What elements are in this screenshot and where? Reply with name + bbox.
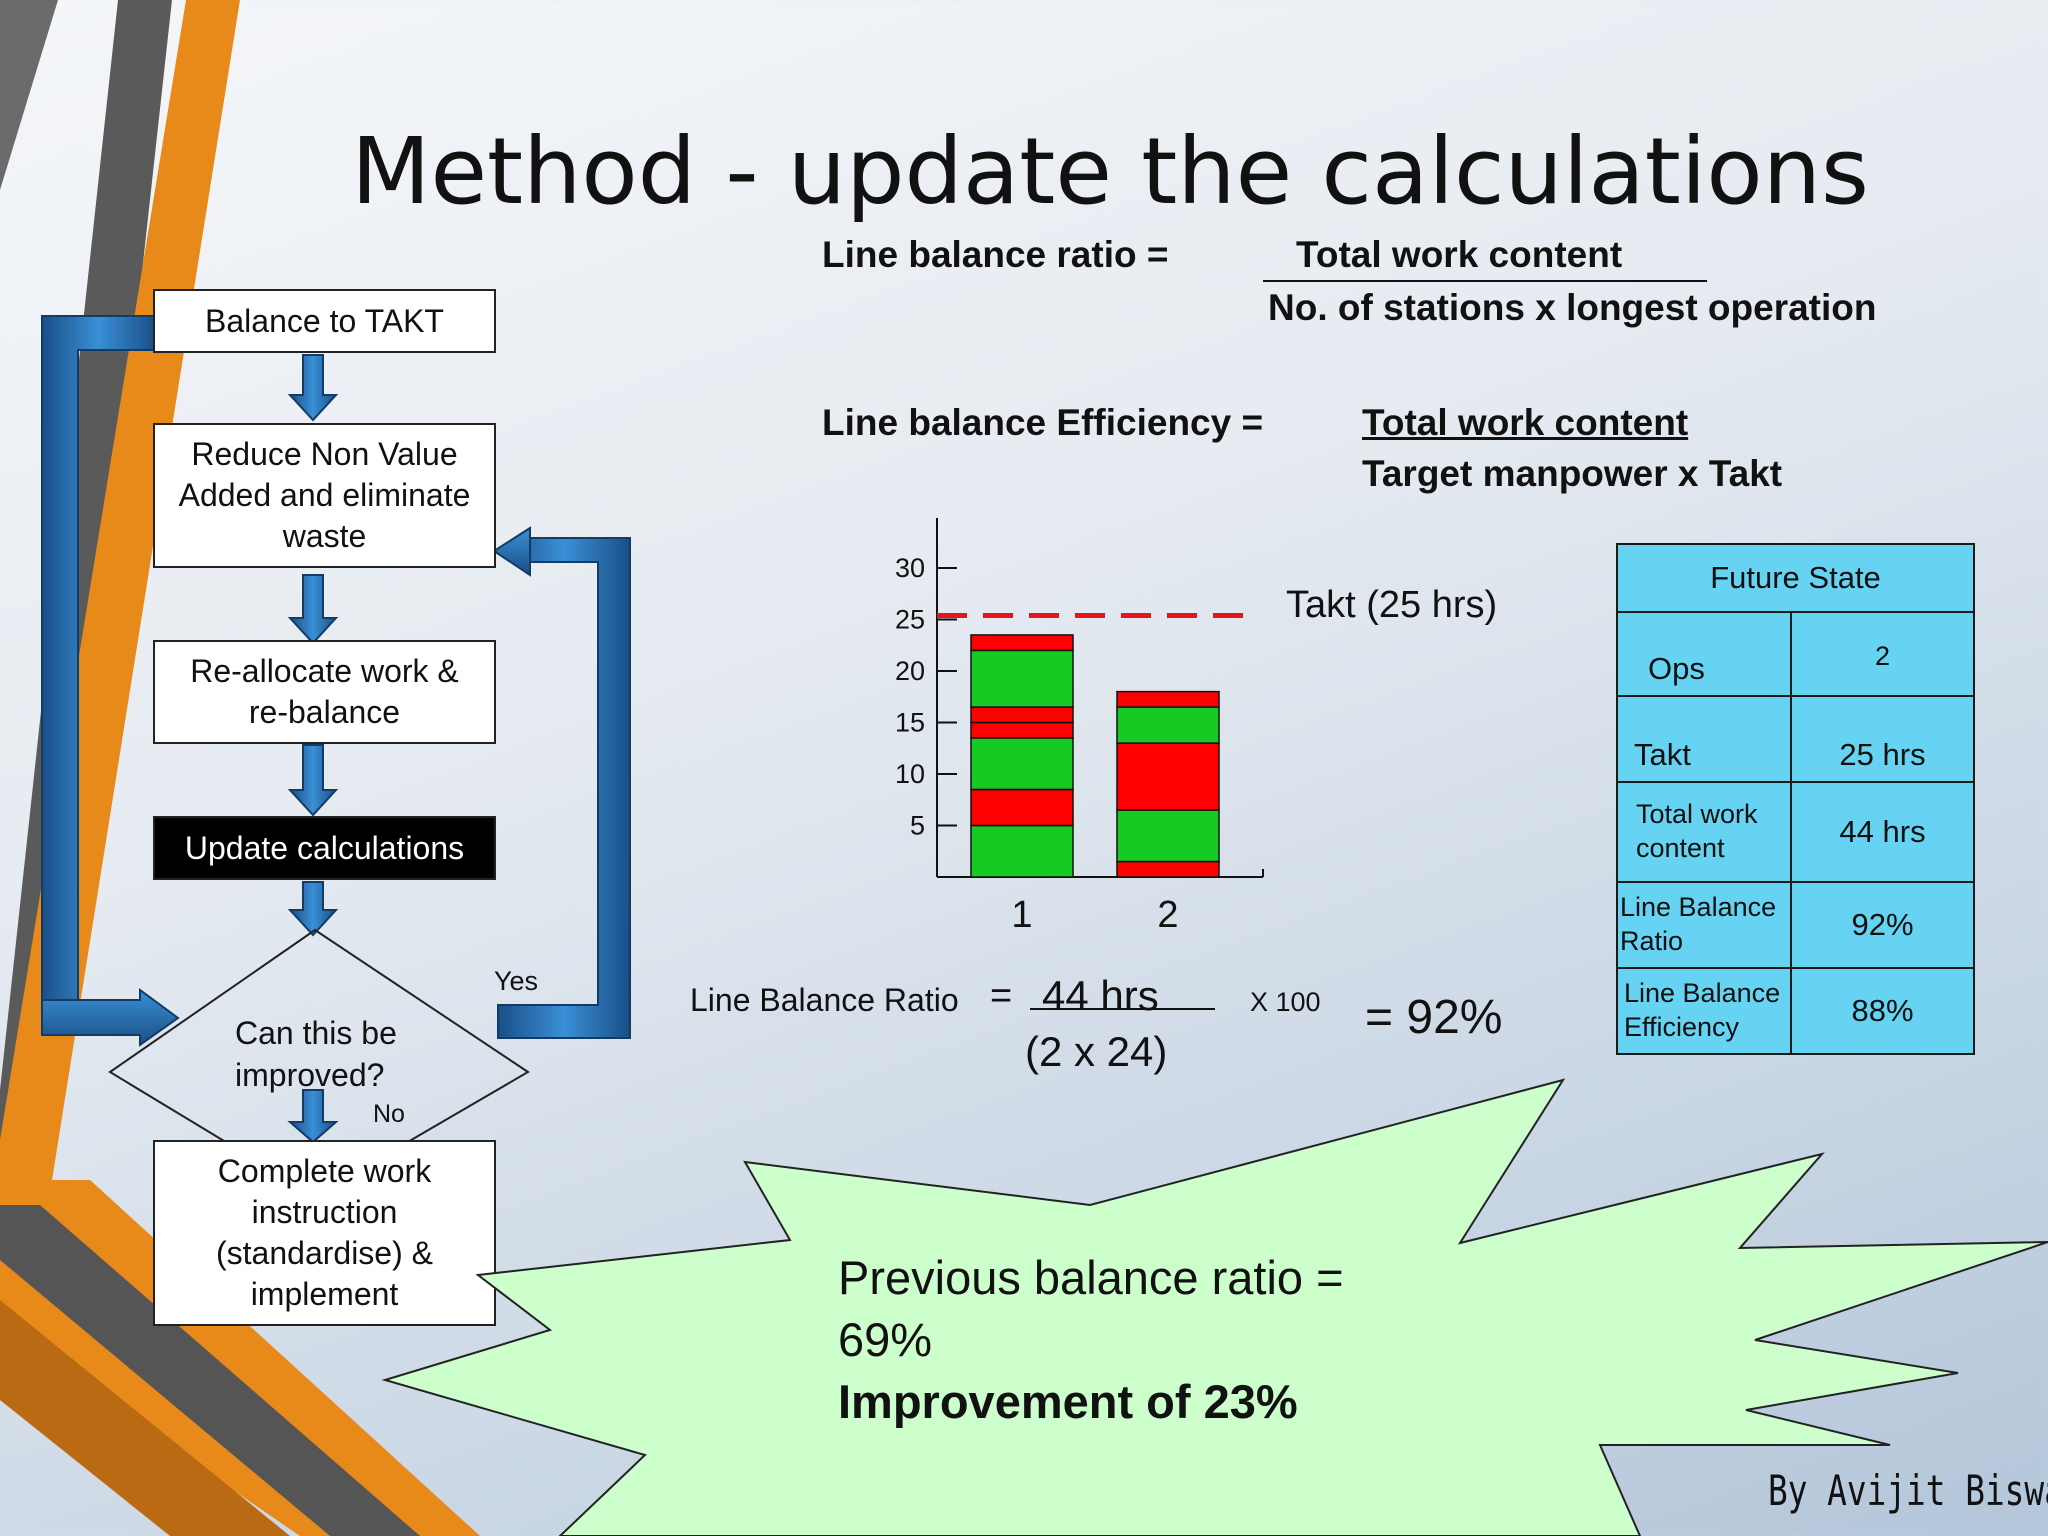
yes-label: Yes <box>494 966 539 996</box>
y-tick-label: 25 <box>895 605 925 635</box>
row-value: 25 hrs <box>1790 695 1975 783</box>
row-value: 88% <box>1790 967 1975 1055</box>
complete-work-instruction-box: Complete work instruction (standardise) … <box>153 1140 496 1326</box>
y-tick-label: 15 <box>895 708 925 738</box>
future-state-header: Future State <box>1616 543 1975 613</box>
ratio-numerator: Total work content <box>1296 234 1623 275</box>
ratio-denominator: No. of stations x longest operation <box>1268 287 1877 328</box>
x-tick-label: 2 <box>1157 894 1178 936</box>
bar-segment <box>970 737 1074 791</box>
stacked-bar-chart: 5 10 15 20 25 30 1 2 <box>895 518 1264 936</box>
burst-line-1: Previous balance ratio = <box>838 1251 1344 1304</box>
bar-segment <box>1116 690 1220 708</box>
y-tick-label: 10 <box>895 759 925 789</box>
row-label: Line Balance Efficiency <box>1616 967 1792 1055</box>
calc-denominator: (2 x 24) <box>1025 1028 1168 1075</box>
reduce-nva-box: Reduce Non Value Added and eliminate was… <box>153 423 496 568</box>
y-tick-label: 30 <box>895 553 925 583</box>
efficiency-label: Line balance Efficiency = <box>822 402 1264 443</box>
efficiency-numerator: Total work content <box>1362 402 1689 443</box>
ratio-label: Line balance ratio = <box>822 234 1169 275</box>
takt-label: Takt (25 hrs) <box>1286 584 1498 626</box>
bar-segment <box>1116 742 1220 811</box>
yes-loop-arrow <box>492 526 631 1039</box>
page-title: Method - update the calculations <box>351 118 1869 225</box>
efficiency-denominator: Target manpower x Takt <box>1362 453 1783 494</box>
no-label: No <box>373 1100 405 1128</box>
table-row: Takt 25 hrs <box>1616 695 1975 783</box>
bar-segment <box>970 824 1074 878</box>
burst-line-2: 69% <box>838 1313 933 1367</box>
row-value: 2 <box>1790 611 1975 697</box>
table-row: Total work content 44 hrs <box>1616 781 1975 883</box>
row-value: 92% <box>1790 881 1975 969</box>
update-calculations-box: Update calculations <box>153 816 496 880</box>
table-row: Line Balance Efficiency 88% <box>1616 967 1975 1055</box>
author-credit: By Avijit Biswas <box>1768 1466 2048 1515</box>
table-row: Ops 2 <box>1616 611 1975 697</box>
calc-equals: = <box>990 975 1013 1017</box>
calc-label: Line Balance Ratio <box>690 982 959 1018</box>
reallocate-box: Re-allocate work & re-balance <box>153 640 496 744</box>
calc-result: = 92% <box>1365 991 1503 1044</box>
row-label: Ops <box>1616 611 1792 697</box>
x-tick-label: 1 <box>1011 894 1032 936</box>
burst-line-3: Improvement of 23% <box>838 1375 1298 1429</box>
row-label: Line Balance Ratio <box>1616 881 1792 969</box>
balance-to-takt-box: Balance to TAKT <box>153 289 496 353</box>
bar-segment <box>970 788 1074 827</box>
row-label: Total work content <box>1616 781 1792 883</box>
calc-multiplier: X 100 <box>1250 987 1321 1017</box>
calc-fraction-bar <box>1030 1008 1215 1010</box>
decision-label: Can this be improved? <box>235 1015 397 1093</box>
future-state-table: Future State Ops 2 Takt 25 hrs Total wor… <box>1616 543 1975 1055</box>
bar-segment <box>970 649 1074 708</box>
row-value: 44 hrs <box>1790 781 1975 883</box>
table-row: Line Balance Ratio 92% <box>1616 881 1975 969</box>
y-tick-label: 5 <box>910 811 925 841</box>
y-tick-label: 20 <box>895 656 925 686</box>
bar-segment <box>1116 706 1220 744</box>
down-arrow-icon <box>287 354 339 1144</box>
calc-numerator: 44 hrs <box>1042 972 1159 1019</box>
bar-segment <box>970 634 1074 652</box>
ratio-fraction-bar <box>1263 280 1707 282</box>
row-label: Takt <box>1616 695 1792 783</box>
